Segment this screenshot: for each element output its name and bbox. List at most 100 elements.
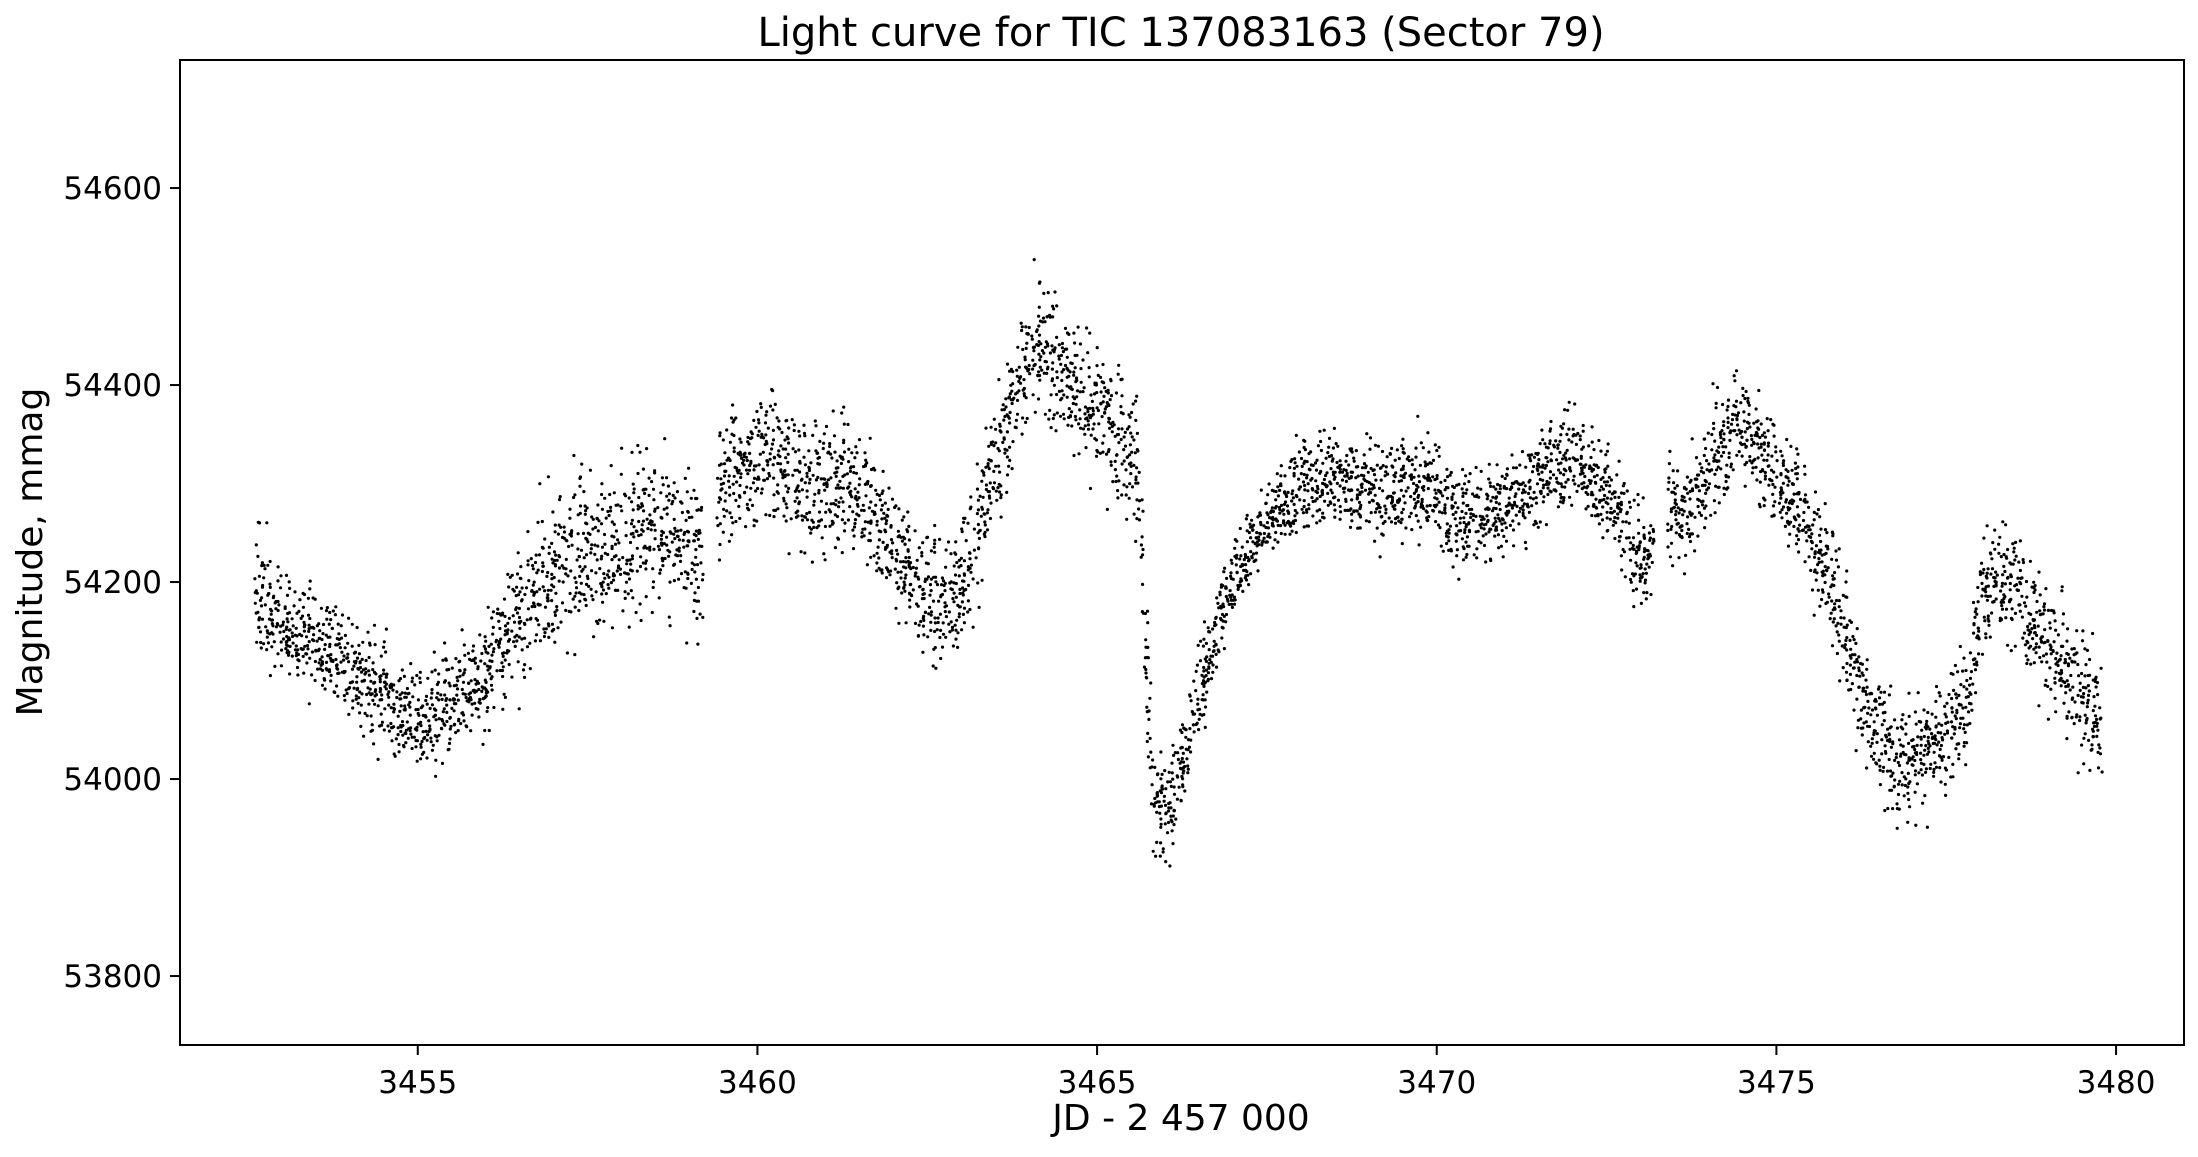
- data-point: [477, 687, 481, 692]
- data-point: [1251, 540, 1255, 544]
- data-point: [571, 597, 575, 601]
- data-point: [1068, 370, 1072, 374]
- data-point: [403, 695, 407, 699]
- data-point: [966, 599, 971, 603]
- data-point: [386, 692, 390, 697]
- data-point: [763, 421, 768, 425]
- data-point: [1055, 392, 1059, 397]
- data-point: [1036, 373, 1040, 377]
- data-point: [951, 644, 956, 648]
- data-point: [1713, 472, 1717, 476]
- data-point: [1462, 482, 1467, 486]
- data-point: [604, 592, 608, 596]
- data-point: [1306, 524, 1311, 528]
- data-point: [392, 710, 396, 714]
- data-point: [1643, 547, 1647, 551]
- data-point: [672, 532, 676, 536]
- data-point: [1780, 454, 1784, 458]
- data-point: [1078, 390, 1082, 394]
- data-point: [1803, 472, 1807, 476]
- data-point: [1638, 541, 1642, 545]
- data-point: [1870, 692, 1874, 696]
- data-point: [1619, 491, 1624, 495]
- data-point: [1461, 467, 1465, 472]
- data-point: [483, 647, 487, 651]
- data-point: [1132, 512, 1136, 516]
- data-point: [757, 429, 761, 433]
- data-point: [1202, 637, 1206, 641]
- data-point: [1251, 552, 1256, 556]
- data-point: [1377, 503, 1381, 507]
- data-point: [1021, 347, 1025, 352]
- data-point: [1381, 533, 1385, 537]
- data-point: [966, 568, 970, 572]
- data-point: [1055, 411, 1059, 415]
- data-point: [1211, 627, 1215, 631]
- data-point: [1460, 509, 1464, 514]
- data-point: [1297, 477, 1301, 481]
- data-point: [1859, 661, 1863, 666]
- data-point: [559, 620, 563, 624]
- data-point: [510, 675, 514, 679]
- data-point: [1146, 731, 1150, 736]
- data-point: [1737, 450, 1741, 454]
- data-point: [1680, 507, 1684, 512]
- data-point: [869, 467, 874, 472]
- data-point: [875, 523, 879, 527]
- data-point: [673, 526, 677, 530]
- data-point: [1048, 351, 1052, 355]
- data-point: [1101, 441, 1105, 445]
- data-point: [933, 616, 937, 620]
- data-point: [799, 478, 804, 482]
- data-point: [771, 463, 775, 467]
- data-point: [1845, 623, 1849, 627]
- data-point: [1209, 677, 1214, 681]
- data-point: [699, 508, 703, 512]
- data-point: [1619, 507, 1623, 512]
- data-point: [1467, 521, 1471, 525]
- data-point: [1368, 436, 1373, 440]
- data-point: [1494, 500, 1498, 504]
- data-point: [1204, 659, 1208, 664]
- data-point: [1728, 431, 1732, 435]
- data-point: [1338, 484, 1342, 488]
- data-point: [1816, 507, 1820, 512]
- data-point: [435, 682, 439, 687]
- data-point: [1872, 757, 1876, 761]
- data-point: [1103, 410, 1107, 415]
- data-point: [389, 721, 393, 726]
- data-point: [612, 491, 616, 495]
- data-point: [694, 548, 698, 552]
- data-point: [1130, 410, 1134, 415]
- data-point: [784, 519, 788, 523]
- data-point: [1393, 521, 1398, 525]
- data-point: [1383, 504, 1387, 508]
- data-point: [1333, 515, 1337, 519]
- data-point: [1722, 486, 1726, 490]
- data-point: [527, 579, 531, 583]
- data-point: [1865, 685, 1869, 689]
- data-point: [483, 662, 487, 666]
- data-point: [724, 491, 728, 495]
- data-point: [1044, 360, 1048, 364]
- data-point: [729, 416, 734, 420]
- data-point: [894, 606, 898, 610]
- data-point: [1594, 497, 1598, 501]
- data-point: [958, 605, 962, 609]
- data-point: [601, 600, 605, 604]
- data-point: [401, 733, 405, 737]
- data-point: [1558, 492, 1562, 496]
- data-point: [1101, 400, 1105, 404]
- data-point: [957, 615, 961, 619]
- data-point: [1703, 483, 1707, 487]
- data-point: [944, 604, 949, 608]
- data-point: [1596, 514, 1600, 518]
- data-point: [857, 438, 862, 442]
- data-point: [986, 508, 990, 512]
- data-point: [1680, 528, 1684, 533]
- data-point: [1366, 470, 1370, 474]
- data-point: [419, 745, 423, 749]
- data-point: [872, 512, 876, 517]
- data-point: [584, 603, 588, 608]
- data-point: [1322, 428, 1326, 432]
